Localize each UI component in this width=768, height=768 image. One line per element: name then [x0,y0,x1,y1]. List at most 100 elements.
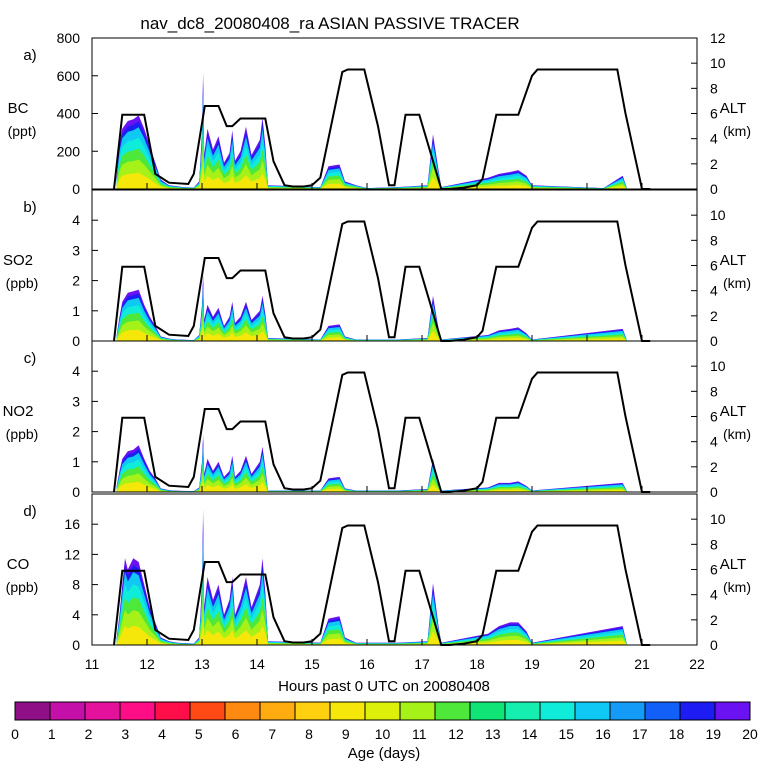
species-label: BC [8,100,29,117]
alt-tick-label: 2 [710,459,718,475]
panel-id: a) [23,47,36,64]
y-tick-label: 16 [64,516,80,532]
alt-tick-label: 0 [710,484,718,500]
alt-tick-label: 4 [710,587,718,603]
panel-id: d) [23,503,36,520]
colorbar-tick-label: 12 [448,726,464,742]
panel-frame [91,340,698,493]
altitude-line [113,68,651,190]
alt-unit: (km) [723,123,751,139]
alt-tick-label: 6 [710,106,718,122]
alt-unit: (km) [723,579,751,595]
colorbar-swatch [644,701,681,721]
alt-unit: (km) [723,426,751,442]
alt-tick-label: 0 [710,181,718,197]
colorbar-tick-label: 17 [632,726,648,742]
alt-tick-label: 4 [710,434,718,450]
x-tick-label: 20 [579,656,595,672]
colorbar-swatch [119,701,156,721]
tracer-band [116,451,627,492]
y-tick-label: 600 [57,68,81,84]
y-tick-label: 1 [72,303,80,319]
colorbar-swatch [259,701,296,721]
alt-tick-label: 8 [710,232,718,248]
species-unit: (ppb) [6,275,39,291]
tracer-band [116,124,627,189]
x-tick-label: 11 [85,656,100,672]
x-tick-labels: 11 12 13 14 15 16 17 18 19 20 21 22 [85,656,705,672]
x-tick-label: 22 [689,656,705,672]
alt-tick-label: 10 [710,511,726,527]
x-tick-label: 13 [194,656,210,672]
panel-frame [91,493,698,646]
colorbar-tick-label: 0 [11,726,19,742]
alt-tick-label: 10 [710,358,726,374]
y-tick-label: 4 [72,212,80,228]
tracer-band [116,439,627,492]
colorbar-tick-label: 9 [342,726,350,742]
panel-frame [91,37,698,190]
alt-tick-label: 6 [710,562,718,578]
alt-label: ALT [720,252,746,269]
y-tick-label: 3 [72,393,80,409]
species-label: SO2 [3,252,33,269]
tracer-area-so2 [116,274,627,341]
alt-label: ALT [720,556,746,573]
x-axis-label: Hours past 0 UTC on 20080408 [278,678,490,695]
altitude-line [113,524,651,646]
tracer-band [116,326,627,341]
y-tick-label: 1 [72,454,80,470]
tracer-band [116,434,627,492]
species-label: NO2 [3,403,34,420]
alt-label: ALT [720,100,746,117]
colorbar-tick-label: 10 [375,726,391,742]
colorbar-tick-label: 11 [412,726,427,742]
colorbar-swatch [679,701,716,721]
x-tick-label: 15 [304,656,320,672]
tracer-band [116,570,627,645]
y-tick-label: 12 [64,546,80,562]
colorbar-tick-label: 1 [48,726,56,742]
tracer-band [116,615,627,645]
alt-tick-label: 4 [710,131,718,147]
colorbar-swatch [364,701,401,721]
alt-tick-label: 8 [710,383,718,399]
altitude-line [113,371,651,493]
colorbar-swatch [329,701,366,721]
colorbar-tick-label: 5 [195,726,203,742]
colorbar-tick-label: 6 [232,726,240,742]
colorbar-swatch [189,701,226,721]
alt-tick-label: 4 [710,283,718,299]
tracer-band [116,469,627,492]
x-tick-label: 19 [524,656,540,672]
alt-tick-label: 0 [710,333,718,349]
panel-bc: 0 200 400 600 800 0 2 4 6 8 10 12 a) BC (ppt) ALT (km) [8,30,751,197]
y-tick-label: 4 [72,363,80,379]
species-label: CO [7,556,30,573]
colorbar-swatch [469,701,506,721]
panel-so2: 0 1 2 3 4 0 2 4 6 8 10 b) SO2 (ppb) ALT (km) [3,189,751,349]
y-tick-label: 2 [72,273,80,289]
colorbar-tick-label: 8 [305,726,313,742]
colorbar-tick-label: 16 [595,726,611,742]
colorbar-label: Age (days) [348,745,421,762]
colorbar-tick-label: 4 [158,726,166,742]
alt-tick-label: 2 [710,612,718,628]
colorbar-tick-label: 3 [121,726,129,742]
tracer-area-bc [116,72,627,189]
y-tick-label: 8 [72,577,80,593]
tracer-band [116,279,627,341]
colorbar-swatch [714,701,751,721]
x-tick-label: 17 [414,656,430,672]
alt-tick-label: 10 [710,207,726,223]
alt-tick-label: 10 [710,55,726,71]
panel-frame [91,189,698,342]
species-unit: (ppt) [8,123,37,139]
colorbar-swatch [154,701,191,721]
alt-tick-label: 6 [710,409,718,425]
colorbar-swatch [399,701,436,721]
colorbar: 0 1 2 3 4 5 6 7 8 9 10 11 12 13 14 15 16 17 18 19 20 [11,701,758,742]
tracer-band [116,443,627,492]
y-tick-label: 4 [72,607,80,623]
